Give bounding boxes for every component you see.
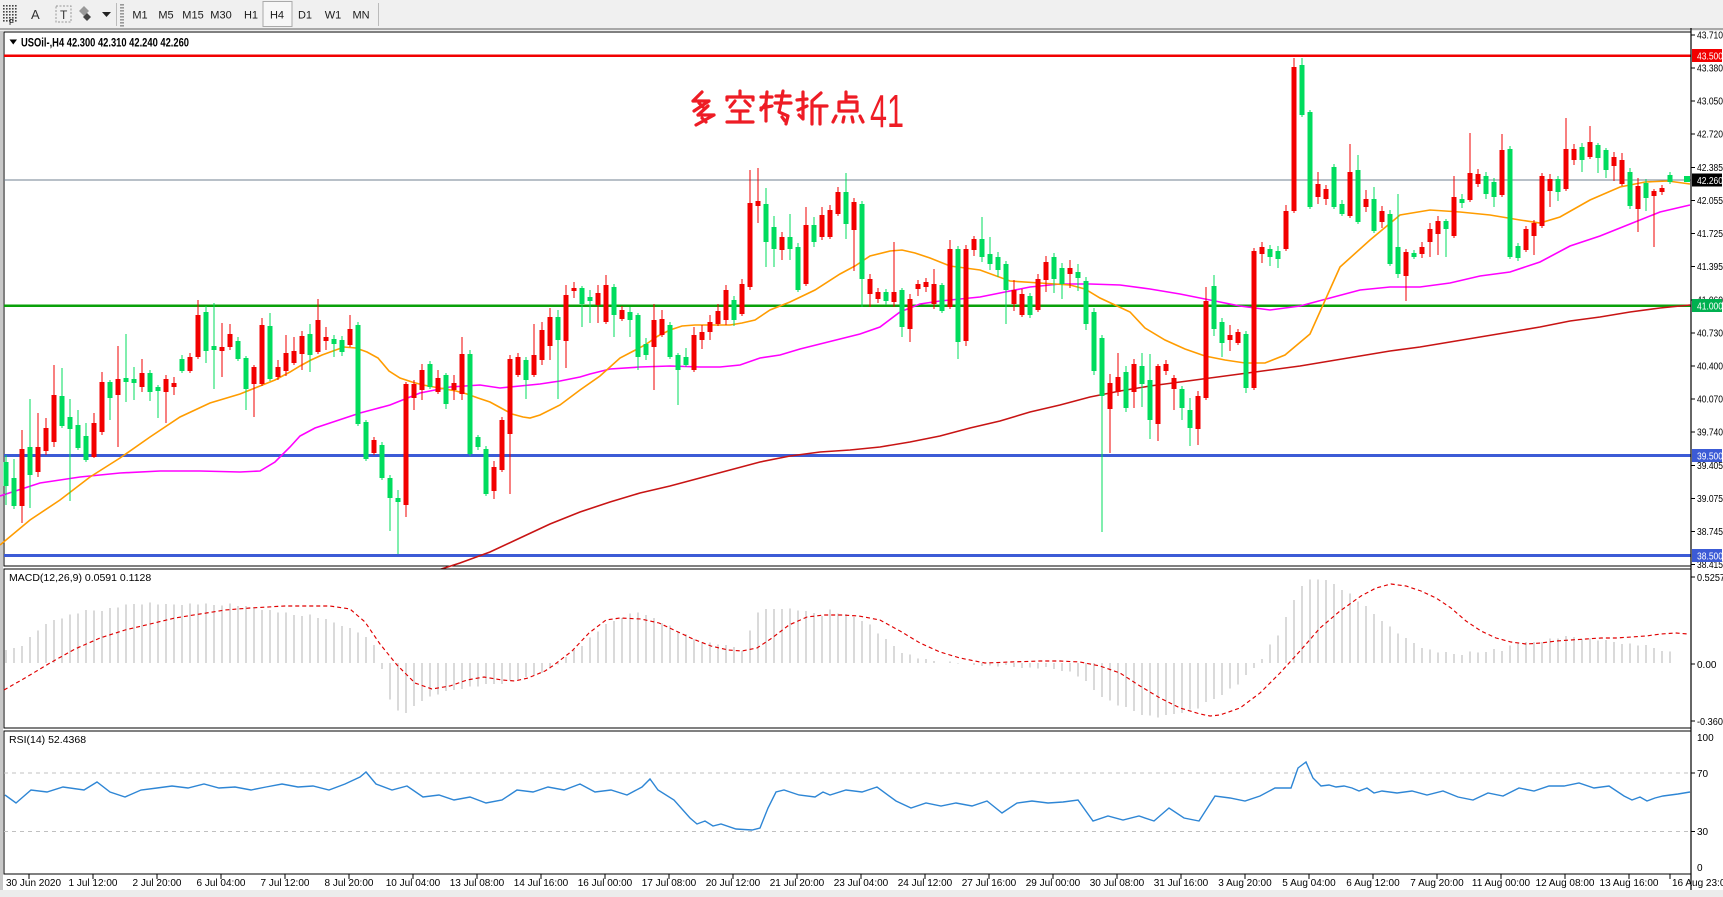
svg-text:USOil-,H4 42.300 42.310 42.24: USOil-,H4 42.300 42.310 42.240 42.260 (21, 38, 189, 50)
svg-text:H1: H1 (244, 10, 258, 22)
svg-text:43.500: 43.500 (1697, 52, 1723, 63)
svg-text:MACD(12,26,9) 0.0591 0.1128: MACD(12,26,9) 0.0591 0.1128 (9, 572, 151, 584)
svg-text:39.075: 39.075 (1697, 494, 1723, 505)
svg-text:41.395: 41.395 (1697, 262, 1723, 273)
svg-text:7 Aug 20:00: 7 Aug 20:00 (1410, 878, 1464, 889)
svg-text:13 Jul 08:00: 13 Jul 08:00 (450, 878, 505, 889)
svg-text:0: 0 (1697, 863, 1703, 874)
svg-text:0.5257: 0.5257 (1697, 573, 1723, 584)
svg-text:21 Jul 20:00: 21 Jul 20:00 (770, 878, 825, 889)
svg-text:A: A (31, 7, 40, 22)
svg-text:12 Aug 08:00: 12 Aug 08:00 (1536, 878, 1595, 889)
svg-text:14 Jul 16:00: 14 Jul 16:00 (514, 878, 569, 889)
svg-text:11 Aug 00:00: 11 Aug 00:00 (1472, 878, 1531, 889)
svg-text:H4: H4 (270, 10, 284, 22)
svg-text:41: 41 (870, 85, 904, 137)
svg-text:42.720: 42.720 (1697, 130, 1723, 141)
svg-text:2 Jul 20:00: 2 Jul 20:00 (133, 878, 182, 889)
svg-text:38.500: 38.500 (1697, 552, 1723, 563)
svg-text:30 Jun 2020: 30 Jun 2020 (6, 878, 61, 889)
svg-text:29 Jul 00:00: 29 Jul 00:00 (1026, 878, 1081, 889)
svg-text:3 Aug 20:00: 3 Aug 20:00 (1218, 878, 1272, 889)
svg-text:13 Aug 16:00: 13 Aug 16:00 (1600, 878, 1659, 889)
svg-text:31 Jul 16:00: 31 Jul 16:00 (1154, 878, 1209, 889)
svg-text:8 Jul 20:00: 8 Jul 20:00 (325, 878, 374, 889)
svg-text:17 Jul 08:00: 17 Jul 08:00 (642, 878, 697, 889)
svg-text:40.730: 40.730 (1697, 329, 1723, 340)
svg-text:100: 100 (1697, 733, 1714, 744)
svg-text:M1: M1 (132, 10, 147, 22)
svg-text:-0.3603: -0.3603 (1697, 717, 1723, 728)
svg-text:38.745: 38.745 (1697, 527, 1723, 538)
svg-text:MN: MN (352, 10, 369, 22)
svg-text:23 Jul 04:00: 23 Jul 04:00 (834, 878, 889, 889)
svg-text:40.400: 40.400 (1697, 362, 1723, 373)
svg-text:1 Jul 12:00: 1 Jul 12:00 (69, 878, 118, 889)
svg-text:70: 70 (1697, 769, 1709, 780)
svg-text:30 Jul 08:00: 30 Jul 08:00 (1090, 878, 1145, 889)
svg-text:0.00: 0.00 (1697, 660, 1717, 671)
svg-text:40.070: 40.070 (1697, 395, 1723, 406)
svg-text:24 Jul 12:00: 24 Jul 12:00 (898, 878, 953, 889)
svg-text:RSI(14) 52.4368: RSI(14) 52.4368 (9, 734, 86, 746)
svg-text:38.415: 38.415 (1697, 560, 1723, 571)
svg-text:16 Aug 23:00: 16 Aug 23:00 (1672, 878, 1723, 889)
svg-text:43.710: 43.710 (1697, 31, 1723, 42)
svg-text:16 Jul 00:00: 16 Jul 00:00 (578, 878, 633, 889)
svg-text:43.380: 43.380 (1697, 64, 1723, 75)
svg-text:6 Jul 04:00: 6 Jul 04:00 (197, 878, 246, 889)
svg-text:43.050: 43.050 (1697, 97, 1723, 108)
svg-text:39.405: 39.405 (1697, 461, 1723, 472)
svg-text:41.725: 41.725 (1697, 229, 1723, 240)
svg-text:M15: M15 (182, 10, 203, 22)
svg-text:W1: W1 (325, 10, 342, 22)
svg-text:39.500: 39.500 (1697, 452, 1723, 463)
svg-text:27 Jul 16:00: 27 Jul 16:00 (962, 878, 1017, 889)
svg-text:39.740: 39.740 (1697, 428, 1723, 439)
svg-text:30: 30 (1697, 827, 1709, 838)
svg-text:42.260: 42.260 (1697, 176, 1723, 187)
svg-text:T: T (60, 8, 68, 22)
svg-text:D1: D1 (298, 10, 312, 22)
svg-text:F: F (9, 18, 14, 27)
svg-text:M30: M30 (210, 10, 231, 22)
svg-text:41.000: 41.000 (1697, 302, 1723, 313)
svg-text:M5: M5 (158, 10, 173, 22)
svg-text:20 Jul 12:00: 20 Jul 12:00 (706, 878, 761, 889)
svg-text:10 Jul 04:00: 10 Jul 04:00 (386, 878, 441, 889)
svg-text:42.055: 42.055 (1697, 196, 1723, 207)
svg-text:42.385: 42.385 (1697, 163, 1723, 174)
svg-text:5 Aug 04:00: 5 Aug 04:00 (1282, 878, 1336, 889)
svg-text:7 Jul 12:00: 7 Jul 12:00 (261, 878, 310, 889)
svg-text:6 Aug 12:00: 6 Aug 12:00 (1346, 878, 1400, 889)
